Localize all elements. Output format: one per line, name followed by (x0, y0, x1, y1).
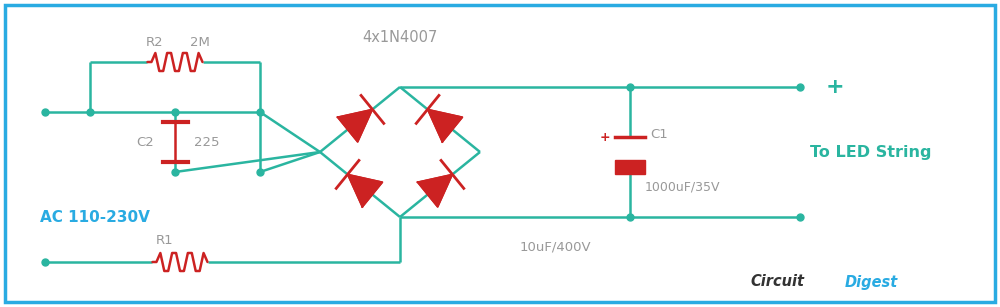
Polygon shape (417, 174, 452, 207)
Text: +: + (826, 77, 844, 97)
Polygon shape (428, 109, 463, 142)
Text: 4x1N4007: 4x1N4007 (362, 29, 438, 45)
Text: Digest: Digest (845, 274, 898, 290)
Text: +: + (600, 130, 610, 143)
FancyBboxPatch shape (5, 5, 995, 302)
Text: 2M: 2M (190, 36, 210, 49)
Text: To LED String: To LED String (810, 145, 932, 160)
Text: 10uF/400V: 10uF/400V (520, 240, 592, 254)
Text: 225: 225 (194, 135, 220, 149)
Text: C2: C2 (136, 135, 154, 149)
Bar (615, 160, 645, 174)
Text: R1: R1 (156, 234, 174, 247)
Text: AC 110-230V: AC 110-230V (40, 209, 150, 224)
Polygon shape (337, 109, 372, 142)
Text: C1: C1 (650, 127, 668, 141)
Text: R2: R2 (146, 36, 164, 49)
Text: 1000uF/35V: 1000uF/35V (645, 181, 720, 193)
Text: Circuit: Circuit (750, 274, 804, 290)
Polygon shape (348, 174, 383, 207)
